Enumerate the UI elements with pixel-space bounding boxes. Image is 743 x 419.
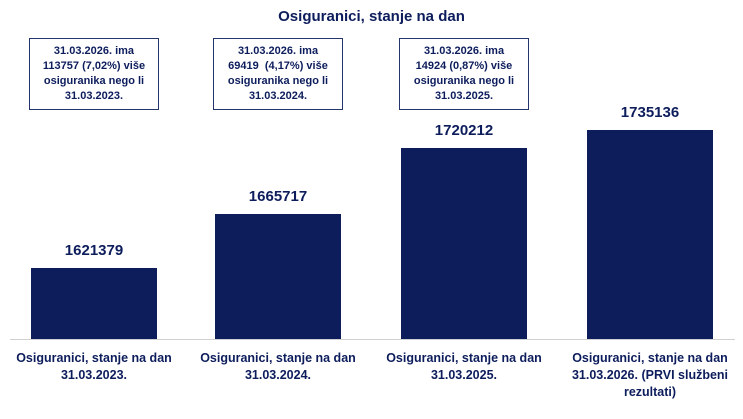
bar	[215, 214, 341, 339]
bar	[587, 129, 713, 339]
annotation: 31.03.2026. ima 69419 (4,17%) više osigu…	[213, 38, 343, 110]
value-label: 1665717	[248, 188, 308, 206]
value-label: 1735136	[620, 103, 680, 121]
x-tick-label: Osiguranici, stanje na dan 31.03.2023.	[16, 351, 172, 382]
x-tick-label: Osiguranici, stanje na dan 31.03.2025.	[386, 351, 542, 382]
value-label: 1621379	[64, 241, 124, 259]
annotation: 31.03.2026. ima 113757 (7,02%) više osig…	[29, 38, 159, 110]
bar	[401, 148, 527, 339]
annotation: 31.03.2026. ima 14924 (0,87%) više osigu…	[399, 38, 529, 110]
x-tick-label: Osiguranici, stanje na dan 31.03.2024.	[200, 351, 356, 382]
chart-title: Osiguranici, stanje na dan	[278, 8, 465, 25]
value-label: 1720212	[434, 122, 494, 140]
bar	[31, 267, 157, 339]
x-tick-label: Osiguranici, stanje na dan 31.03.2026. (…	[571, 351, 729, 399]
baseline	[10, 339, 735, 340]
